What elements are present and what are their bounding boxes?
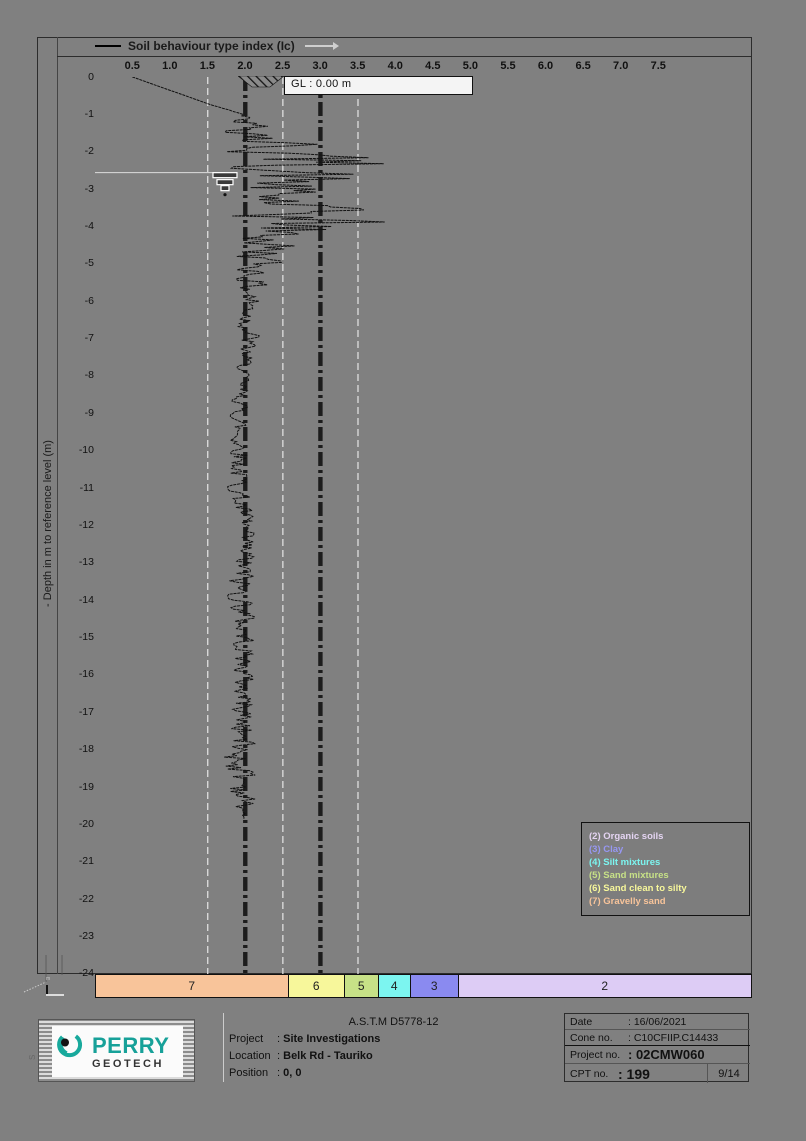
svg-text:GEOTECH: GEOTECH <box>92 1058 164 1070</box>
svg-text:m: m <box>46 976 50 982</box>
svg-text:PERRY: PERRY <box>92 1033 169 1058</box>
